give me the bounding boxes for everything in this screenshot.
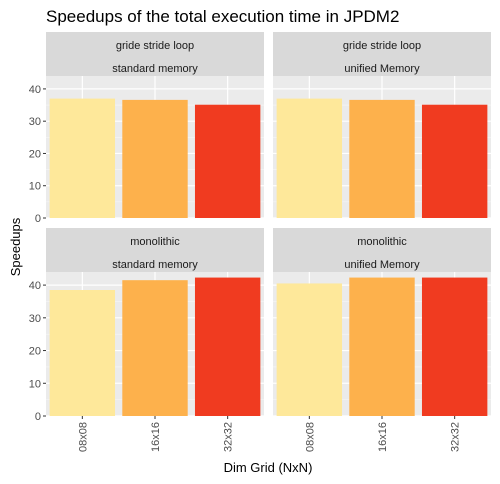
y-tick-label: 0	[35, 213, 41, 225]
panel-3: monolithic unified Memory	[273, 228, 491, 417]
x-tick-label: 32x32	[450, 422, 462, 452]
bar-16x16	[122, 280, 188, 416]
strip-label: standard memory	[112, 259, 198, 271]
strip-label: gride stride loop	[343, 40, 421, 52]
y-tick-label: 20	[29, 148, 41, 160]
bar-08x08	[49, 290, 116, 416]
y-tick-label: 0	[35, 411, 41, 423]
y-tick-label: 20	[29, 346, 41, 358]
x-tick-label: 16x16	[377, 422, 389, 452]
bar-16x16	[122, 99, 188, 218]
y-tick-label: 30	[29, 116, 41, 128]
y-tick-label: 30	[29, 313, 41, 325]
panel-strip	[273, 32, 491, 76]
chart-title: Speedups of the total execution time in …	[46, 7, 399, 26]
bar-32x32	[421, 104, 488, 218]
strip-label: standard memory	[112, 63, 198, 75]
panel-strip	[273, 228, 491, 272]
bar-08x08	[49, 98, 116, 218]
bar-32x32	[421, 277, 488, 416]
strip-label: gride stride loop	[116, 40, 194, 52]
strip-label: unified Memory	[344, 63, 420, 75]
y-tick-label: 40	[29, 280, 41, 292]
x-tick-label: 08x08	[304, 422, 316, 452]
strip-label: monolithic	[357, 236, 407, 248]
y-tick-label: 10	[29, 181, 41, 193]
y-tick-label: 10	[29, 378, 41, 390]
y-tick-label: 40	[29, 84, 41, 96]
panel-strip	[46, 32, 264, 76]
x-tick-labels: 08x08 16x16 32x32 08x08 16x16 32x32	[77, 416, 462, 452]
bar-08x08	[276, 283, 343, 416]
x-tick-label: 32x32	[223, 422, 235, 452]
bar-08x08	[276, 98, 343, 218]
bar-32x32	[194, 277, 261, 416]
bar-32x32	[194, 104, 261, 218]
panel-0: gride stride loop standard memory 0 10 20 30 4…	[29, 32, 264, 225]
bar-16x16	[349, 99, 415, 218]
panel-2: monolithic standard memory 0 10 20 30 40	[29, 228, 264, 423]
x-tick-label: 08x08	[77, 422, 89, 452]
bar-16x16	[349, 277, 415, 416]
panel-strip	[46, 228, 264, 272]
strip-label: unified Memory	[344, 259, 420, 271]
y-axis-label: Speedups	[8, 217, 23, 276]
x-axis-label: Dim Grid (NxN)	[224, 460, 313, 475]
strip-label: monolithic	[130, 236, 180, 248]
x-tick-label: 16x16	[150, 422, 162, 452]
panel-1: gride stride loop unified Memory	[273, 32, 491, 219]
panels-group: gride stride loop standard memory 0 10 20 30 4…	[29, 32, 491, 423]
